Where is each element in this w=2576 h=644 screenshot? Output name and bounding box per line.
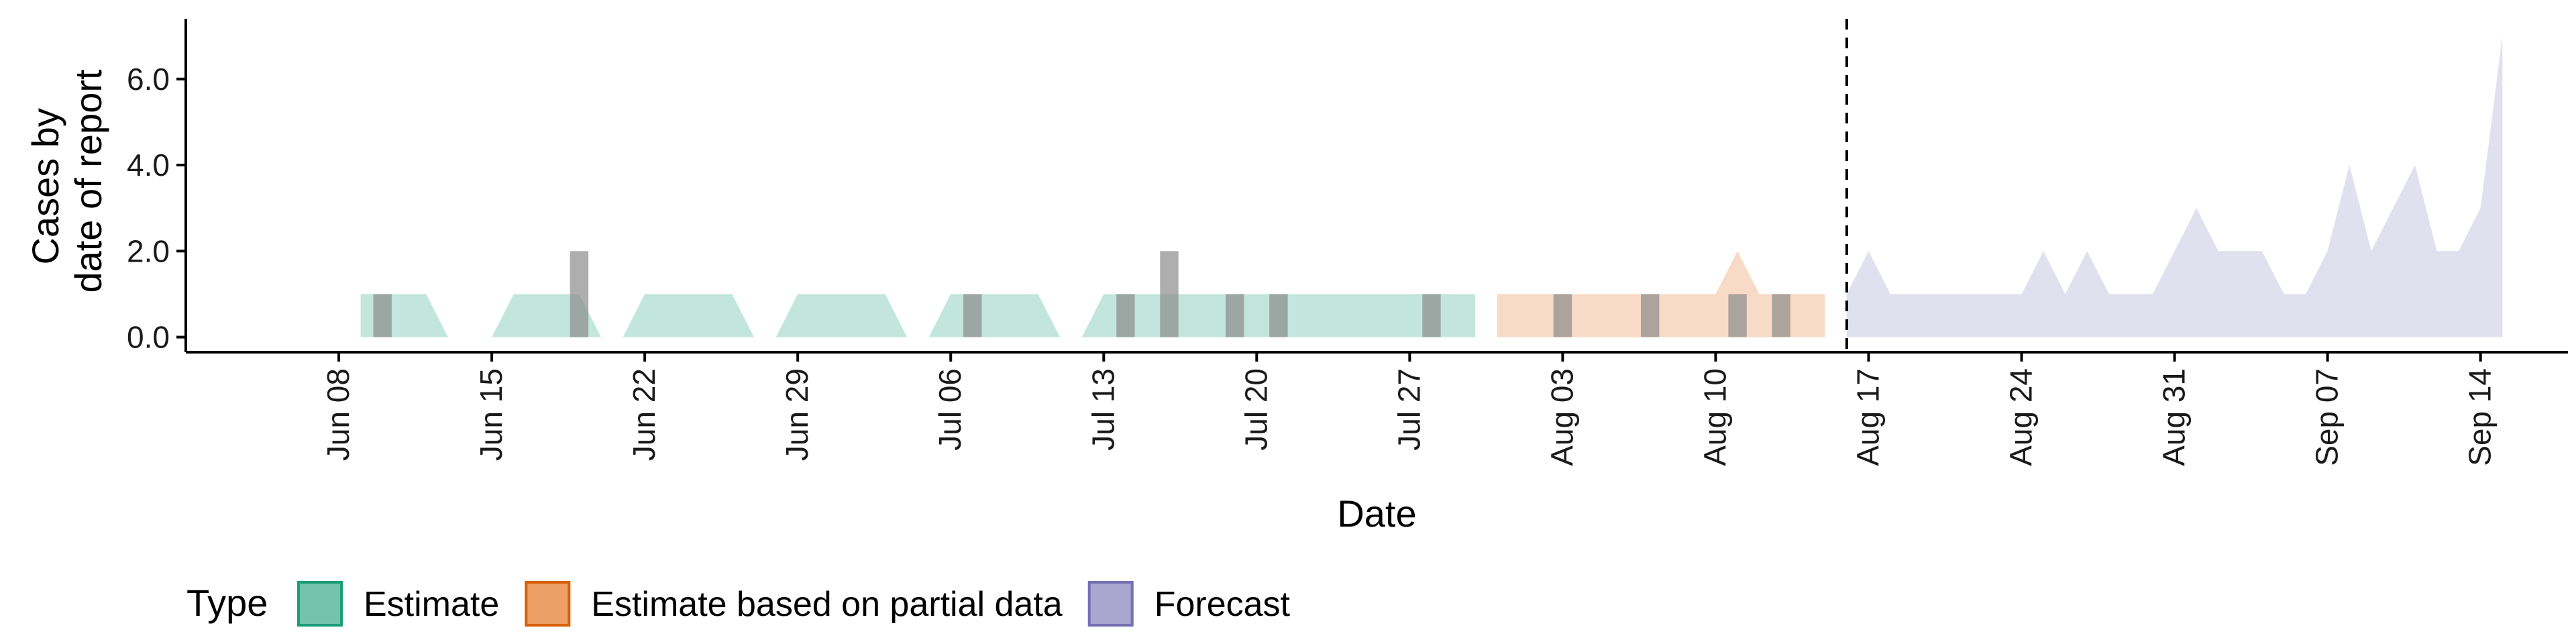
x-tick-label: Jul 20 [1238,368,1273,451]
legend-swatch-forecast [1087,581,1134,627]
x-tick-label: Jul 27 [1391,368,1426,451]
reported-case-bar [1226,294,1244,337]
y-tick-label: 2.0 [127,233,170,268]
legend-swatch-estimate-based-on-partial-data [525,581,571,627]
area-series-forecast [1846,36,2503,337]
x-tick-label: Jul 06 [932,368,967,451]
reported-case-bar [373,294,392,337]
reported-case-bar [963,294,982,337]
reported-case-bar [1422,294,1441,337]
x-tick-label: Jul 13 [1085,368,1120,451]
y-axis-title-line-1: Cases by [24,108,66,264]
reported-case-bar [1116,294,1135,337]
area-series-layer [360,36,2503,337]
y-tick-label: 6.0 [127,62,170,97]
x-tick-label: Aug 10 [1697,368,1732,466]
reported-case-bar [1641,294,1660,337]
x-tick-label: Sep 07 [2310,368,2345,466]
reported-case-bar [1553,294,1572,337]
legend-items: Estimate Estimate based on partial data Fo… [297,581,1291,627]
y-tick-label: 4.0 [127,148,170,182]
y-axis-title: Cases by date of report [24,69,109,293]
legend-label-forecast: Forecast [1155,585,1291,624]
y-tick-label: 0.0 [127,320,170,355]
legend-swatch-estimate [297,581,343,627]
legend-title: Type [186,582,268,624]
x-tick-label: Aug 31 [2157,368,2192,466]
area-series-estimate [360,294,1476,337]
legend: Type Estimate Estimate based on partial d… [186,581,1291,627]
x-tick-label: Sep 14 [2463,368,2498,466]
x-axis-ticks: Jun 08 Jun 15 Jun 22 Jun 29 Jul 06 Jul 13 Jul … [321,352,2498,466]
x-tick-label: Jun 08 [321,368,356,461]
y-axis-title-line-2: date of report [67,69,109,293]
legend-label-estimate: Estimate [364,585,499,624]
reported-case-bar [1160,251,1179,337]
reported-case-bar [570,251,589,337]
x-tick-label: Aug 24 [2004,368,2039,466]
legend-label-estimate-based-on-partial-data: Estimate based on partial data [591,585,1063,624]
reported-cases-bar-layer [373,251,1790,337]
x-axis-title: Date [1337,492,1416,535]
x-tick-label: Jun 22 [627,368,661,461]
y-axis-ticks: 0.0 2.0 4.0 6.0 [127,62,186,355]
reported-case-bar [1728,294,1747,337]
x-tick-label: Aug 03 [1544,368,1579,466]
x-tick-label: Aug 17 [1851,368,1886,466]
x-tick-label: Jun 29 [780,368,814,461]
x-tick-label: Jun 15 [474,368,508,461]
reported-case-bar [1772,294,1790,337]
reported-case-bar [1269,294,1288,337]
